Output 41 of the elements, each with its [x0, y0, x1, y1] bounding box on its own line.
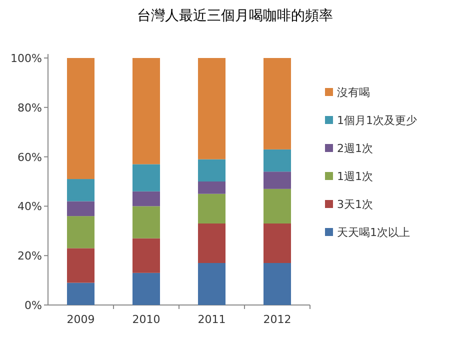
bar: [132, 272, 160, 305]
bar: [66, 179, 95, 202]
bar: [263, 263, 292, 305]
bar: [66, 248, 95, 283]
x-tick-label: 2012: [263, 313, 292, 326]
legend-label: 1週1次: [337, 170, 373, 183]
y-tick-label: 40%: [18, 200, 42, 214]
bar: [198, 58, 226, 160]
bar: [263, 188, 292, 224]
y-tick-label: 0%: [24, 299, 42, 312]
y-tick-label: 20%: [18, 250, 42, 263]
bar: [198, 263, 226, 305]
bar: [263, 172, 292, 189]
bar: [198, 159, 226, 182]
bar: [132, 58, 160, 164]
bar: [263, 149, 292, 172]
bar: [263, 223, 292, 264]
legend-label: 2週1次: [337, 142, 373, 155]
bar: [66, 216, 95, 248]
bar: [132, 238, 160, 273]
legend-label: 1個月1次及更少: [337, 114, 417, 127]
legend-label: 3天1次: [337, 198, 373, 211]
bar: [198, 194, 226, 224]
legend-label: 天天喝1次以上: [337, 226, 410, 239]
bar: [132, 191, 160, 206]
y-tick-label: 80%: [18, 101, 42, 114]
bar: [66, 201, 95, 216]
legend-label: 沒有喝: [337, 86, 370, 99]
y-tick-label: 100%: [10, 52, 42, 65]
y-tick-label: 60%: [18, 150, 42, 164]
bar: [66, 282, 95, 305]
bar: [263, 58, 292, 150]
chart-title: 台灣人最近三個月喝咖啡的頻率: [137, 8, 333, 24]
bar: [198, 223, 226, 264]
bar: [132, 206, 160, 238]
x-tick-label: 2009: [66, 313, 95, 326]
bar: [198, 182, 226, 194]
bar: [66, 58, 95, 180]
x-tick-label: 2010: [132, 313, 160, 326]
x-tick-label: 2011: [198, 313, 226, 326]
bar: [132, 164, 160, 192]
